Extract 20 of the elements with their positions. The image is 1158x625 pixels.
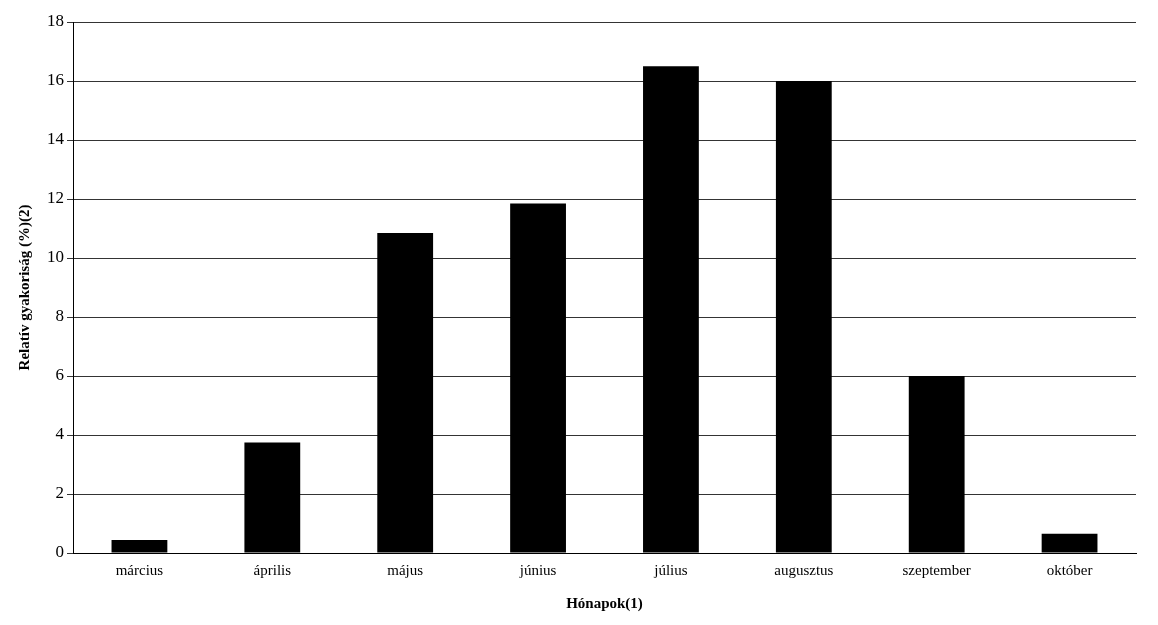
- y-tick-label: 14: [47, 129, 65, 149]
- y-axis-title: Relatív gyakoriság (%)(2): [15, 204, 33, 371]
- y-tick-label: 6: [55, 365, 64, 385]
- y-tick-label: 0: [55, 542, 64, 562]
- y-tick-label: 4: [55, 424, 65, 444]
- y-tick-label: 18: [47, 11, 64, 31]
- x-tick-label: szeptember: [902, 561, 971, 578]
- x-tick-label: október: [1046, 561, 1093, 578]
- y-tick-label: 2: [55, 483, 64, 503]
- y-tick-label: 10: [47, 247, 64, 267]
- y-tick-label: 8: [55, 306, 64, 326]
- x-tick-label: március: [115, 561, 164, 578]
- x-tick-label: május: [387, 561, 424, 578]
- y-tick-label: 12: [47, 188, 64, 208]
- x-tick-label: június: [518, 561, 557, 578]
- x-axis-title: Hónapok(1): [566, 594, 643, 612]
- x-tick-label: július: [653, 561, 688, 578]
- x-tick-label: április: [253, 561, 292, 578]
- x-tick-label: augusztus: [774, 561, 834, 578]
- y-tick-label: 16: [47, 70, 64, 90]
